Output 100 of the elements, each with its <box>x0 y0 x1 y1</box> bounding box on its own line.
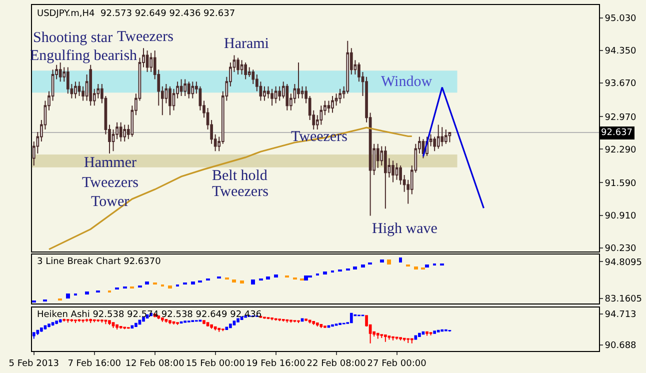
x-tick-label: 12 Feb 08:00 <box>125 358 185 369</box>
candlestick <box>146 50 149 73</box>
candlestick <box>308 319 312 324</box>
candlestick <box>116 324 118 330</box>
candlestick <box>338 88 342 104</box>
annotation: Tweezers <box>212 184 269 200</box>
candlestick <box>191 320 194 322</box>
candlestick <box>184 78 187 97</box>
candlestick <box>74 319 77 324</box>
candlestick <box>184 320 187 324</box>
candlestick <box>187 320 190 323</box>
ref-line-label: 92.637 <box>601 128 632 138</box>
bar <box>251 279 255 284</box>
candlestick <box>338 322 342 326</box>
candlestick <box>214 326 217 331</box>
candlestick <box>108 320 111 326</box>
bar <box>145 281 149 284</box>
candlestick <box>104 319 108 325</box>
y-tick-label: 94.8095 <box>604 258 642 268</box>
candlestick <box>342 322 346 325</box>
candlestick <box>244 62 247 80</box>
x-tick-label: 15 Feb 00:00 <box>186 358 246 369</box>
candlestick <box>266 316 270 320</box>
y-tick-label: 95.030 <box>604 14 637 24</box>
candlestick <box>392 336 394 341</box>
candlestick <box>270 317 274 321</box>
candlestick <box>312 320 316 326</box>
candlestick <box>274 318 278 322</box>
annotation: High wave <box>372 221 438 237</box>
candlestick <box>176 322 179 326</box>
candlestick <box>444 129 448 144</box>
candlestick <box>350 312 353 324</box>
candlestick <box>96 319 100 322</box>
candlestick <box>274 86 278 104</box>
candlestick <box>89 64 92 106</box>
candlestick <box>62 318 66 322</box>
candlestick <box>168 320 172 325</box>
candlestick <box>402 338 406 342</box>
bar <box>380 259 384 262</box>
bar <box>323 271 327 274</box>
candlestick <box>180 78 183 97</box>
x-tick-label: 19 Feb 16:00 <box>246 358 306 369</box>
annotation: Tweezers <box>82 175 139 191</box>
candlestick <box>270 88 274 106</box>
candlestick <box>440 329 444 332</box>
candlestick <box>300 318 304 322</box>
bar <box>66 293 70 298</box>
candlestick <box>304 318 308 322</box>
candlestick <box>282 318 285 322</box>
candlestick <box>36 329 40 336</box>
candlestick <box>100 319 104 324</box>
bar <box>240 280 244 284</box>
candlestick <box>297 62 300 99</box>
candlestick <box>202 320 206 325</box>
y-tick-label: 90.688 <box>604 341 637 352</box>
candlestick <box>130 324 134 329</box>
candlestick <box>44 324 47 330</box>
candlestick <box>89 318 92 324</box>
candlestick <box>384 334 387 342</box>
candlestick <box>334 323 338 326</box>
candlestick <box>236 318 240 323</box>
candlestick <box>66 66 70 94</box>
candlestick <box>40 327 43 332</box>
bar <box>274 274 278 278</box>
candlestick <box>78 318 81 322</box>
candlestick <box>316 322 319 327</box>
band-label: Window <box>381 74 432 90</box>
bar <box>361 264 365 268</box>
bar <box>425 264 429 268</box>
candlestick <box>82 319 84 324</box>
candlestick <box>55 320 58 325</box>
x-tick-label: 27 Feb 00:00 <box>367 358 427 369</box>
y-tick-label: 83.1605 <box>604 294 642 304</box>
candlestick <box>66 318 70 324</box>
candlestick <box>126 326 130 330</box>
annotation: Tweezers <box>117 29 174 45</box>
candlestick <box>112 322 115 329</box>
candlestick <box>448 131 452 143</box>
candlestick <box>119 122 122 142</box>
candlestick <box>32 332 36 340</box>
bar <box>191 281 195 284</box>
candlestick <box>85 318 88 322</box>
candlestick <box>436 329 440 333</box>
candlestick <box>433 330 436 334</box>
x-tick-label: 7 Feb 16:00 <box>68 358 122 369</box>
y-tick-label: 90.230 <box>604 244 637 254</box>
candlestick <box>410 338 414 344</box>
chart-title: 3 Line Break Chart 92.6370 <box>37 257 162 267</box>
candlestick <box>376 332 380 340</box>
candlestick <box>399 336 402 341</box>
candlestick <box>229 323 232 329</box>
annotation: Harami <box>224 36 269 52</box>
candlestick <box>210 324 213 330</box>
candlestick <box>290 319 292 324</box>
bar <box>399 257 402 262</box>
candlestick <box>320 105 323 126</box>
candlestick <box>324 325 326 329</box>
bar <box>304 275 308 280</box>
candlestick <box>429 332 432 336</box>
text: USDJPY.m,H4 92.573 92.649 92.436 92.637 <box>37 9 236 19</box>
